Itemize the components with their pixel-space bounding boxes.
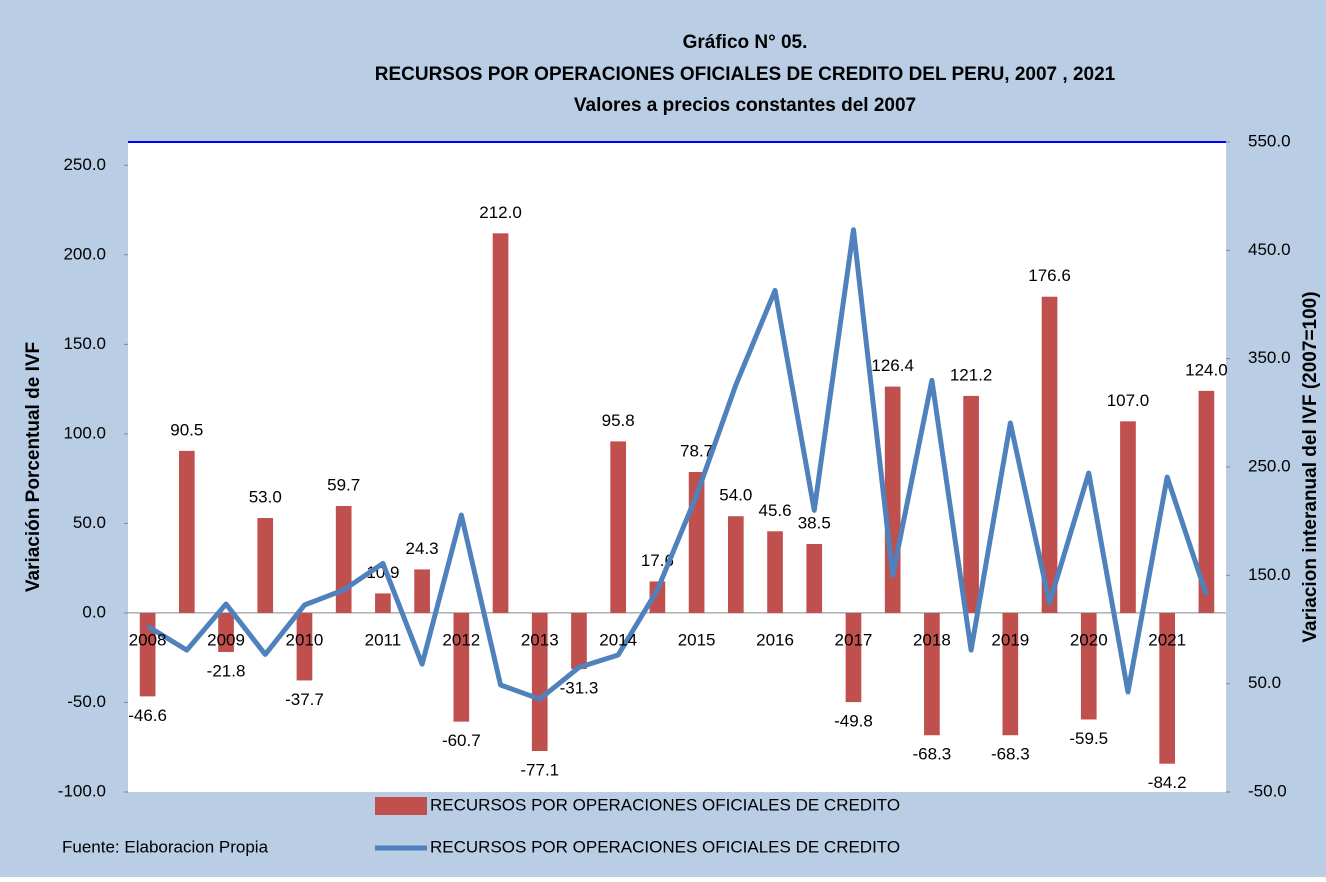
data-label: -31.3 <box>560 678 599 697</box>
x-tick-label: 2008 <box>129 630 167 649</box>
data-label: -68.3 <box>991 745 1030 764</box>
bar <box>1041 296 1058 613</box>
y-tick-label: 100.0 <box>63 423 106 442</box>
legend-swatch <box>375 797 427 815</box>
bar <box>649 581 666 613</box>
bar <box>884 386 901 613</box>
bar <box>1080 612 1097 720</box>
data-label: 107.0 <box>1107 391 1150 410</box>
x-tick-label: 2021 <box>1148 630 1186 649</box>
bar <box>257 518 274 613</box>
legend-label: RECURSOS POR OPERACIONES OFICIALES DE CR… <box>430 795 900 814</box>
bar <box>571 612 587 669</box>
data-label: 126.4 <box>871 356 914 375</box>
data-label: -49.8 <box>834 712 873 731</box>
bar <box>924 612 940 736</box>
bar <box>296 612 313 681</box>
bar <box>178 450 195 613</box>
data-label: -60.7 <box>442 731 481 750</box>
chart-subtitle: RECURSOS POR OPERACIONES OFICIALES DE CR… <box>375 64 1116 85</box>
y2-tick-label: -50.0 <box>1248 781 1287 800</box>
legend-label: RECURSOS POR OPERACIONES OFICIALES DE CR… <box>430 837 900 856</box>
bar <box>963 395 979 613</box>
x-tick-label: 2017 <box>835 630 873 649</box>
data-label: -21.8 <box>207 661 246 680</box>
data-label: 59.7 <box>327 476 360 495</box>
x-tick-label: 2010 <box>286 630 324 649</box>
y2-axis-title: Variacion interanual del IVF (2007=100) <box>1300 291 1321 642</box>
x-tick-label: 2014 <box>599 630 637 649</box>
chart-title: Gráfico N° 05. <box>683 32 808 53</box>
chart-subtitle: Valores a precios constantes del 2007 <box>574 95 916 116</box>
data-label: -77.1 <box>520 760 559 779</box>
y2-tick-label: 50.0 <box>1248 673 1281 692</box>
y2-tick-label: 150.0 <box>1248 565 1291 584</box>
data-label: 90.5 <box>170 420 203 439</box>
data-label: 38.5 <box>798 513 831 532</box>
x-tick-label: 2018 <box>913 630 951 649</box>
data-label: -59.5 <box>1069 729 1108 748</box>
data-label: 54.0 <box>719 486 752 505</box>
bar <box>375 593 391 613</box>
y2-tick-label: 250.0 <box>1248 456 1291 475</box>
y-tick-label: -100.0 <box>58 781 106 800</box>
bar <box>531 612 548 751</box>
bar <box>610 441 627 613</box>
y-tick-label: 150.0 <box>63 334 106 353</box>
y2-tick-label: 450.0 <box>1248 240 1291 259</box>
bar <box>767 531 783 613</box>
y-tick-label: 200.0 <box>63 244 106 263</box>
x-tick-label: 2011 <box>365 630 402 649</box>
bar <box>335 506 352 613</box>
x-tick-label: 2016 <box>756 630 794 649</box>
data-label: -84.2 <box>1148 773 1187 792</box>
bar <box>1159 612 1176 764</box>
data-label: 124.0 <box>1185 360 1228 379</box>
line <box>146 227 1209 702</box>
y-tick-label: -50.0 <box>67 692 106 711</box>
y2-tick-label: 350.0 <box>1248 348 1291 367</box>
data-label: -37.7 <box>285 690 324 709</box>
y-tick-label: 50.0 <box>73 513 106 532</box>
y2-tick-label: 550.0 <box>1248 131 1291 150</box>
data-label: 24.3 <box>406 539 439 558</box>
bar <box>845 612 862 703</box>
bar <box>139 612 156 697</box>
bar <box>727 516 744 613</box>
x-tick-label: 2009 <box>207 630 245 649</box>
bar <box>806 543 823 613</box>
bar <box>414 569 430 613</box>
data-label: 95.8 <box>602 411 635 430</box>
x-tick-label: 2015 <box>678 630 716 649</box>
bar <box>492 233 509 613</box>
bar <box>218 612 234 652</box>
data-label: 176.6 <box>1028 266 1071 285</box>
source-note: Fuente: Elaboracion Propia <box>62 837 269 856</box>
data-label: 121.2 <box>950 365 993 384</box>
data-label: -46.6 <box>128 706 167 725</box>
bar <box>1120 421 1136 613</box>
data-label: 45.6 <box>758 501 791 520</box>
data-label: 78.7 <box>680 441 713 460</box>
x-tick-label: 2012 <box>442 630 480 649</box>
y-tick-label: 0.0 <box>82 602 106 621</box>
y-tick-label: 250.0 <box>63 155 106 174</box>
y-axis-title: Variación Porcentual de IVF <box>23 342 44 592</box>
data-label: 212.0 <box>479 203 522 222</box>
x-tick-label: 2020 <box>1070 630 1108 649</box>
data-label: 53.0 <box>249 488 282 507</box>
bar <box>453 612 470 722</box>
bar <box>1198 390 1215 613</box>
x-tick-label: 2013 <box>521 630 559 649</box>
bar <box>1002 612 1019 736</box>
x-tick-label: 2019 <box>991 630 1029 649</box>
data-label: -68.3 <box>913 745 952 764</box>
